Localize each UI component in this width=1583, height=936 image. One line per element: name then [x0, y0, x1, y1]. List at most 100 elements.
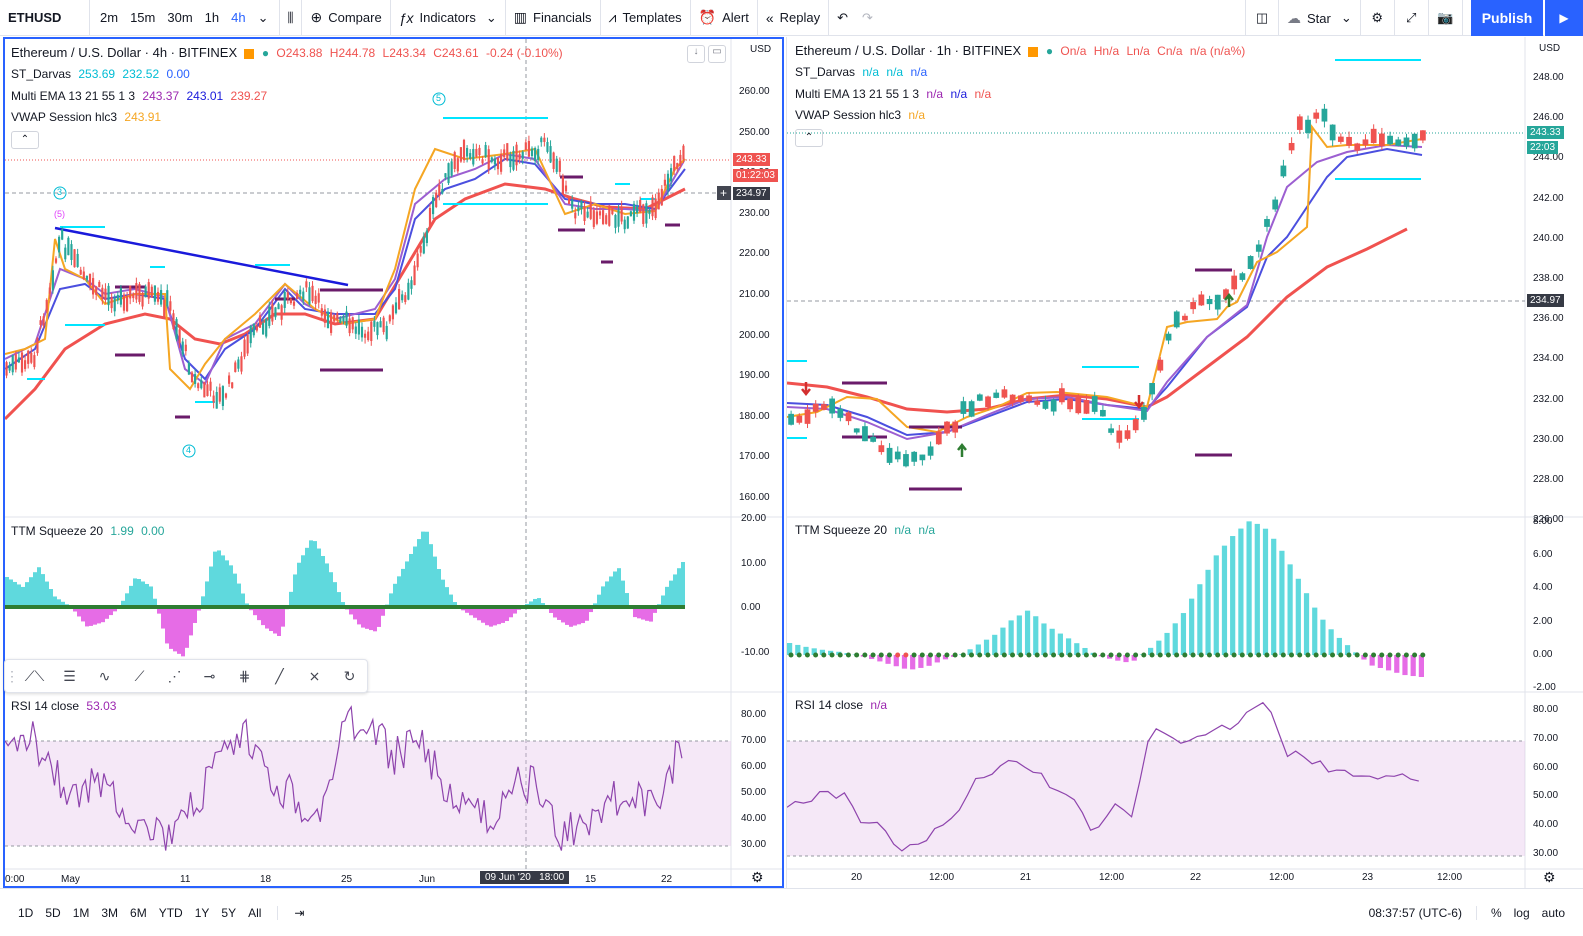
cycle-icon[interactable]: ↻	[332, 668, 367, 685]
compare-button[interactable]: ⊕Compare	[302, 0, 390, 36]
clock-timezone[interactable]: 08:37:57 (UTC-6)	[1363, 906, 1477, 920]
undo-icon[interactable]: ↶	[837, 10, 848, 26]
left-rsi-legend[interactable]: RSI 14 close 53.03	[11, 699, 120, 713]
percent-scale-button[interactable]: %	[1477, 906, 1508, 920]
histogram-bar	[377, 607, 381, 627]
redo-icon[interactable]: ↷	[862, 10, 873, 26]
candle-body	[256, 327, 258, 331]
flag-icon[interactable]	[244, 49, 254, 59]
log-scale-button[interactable]: log	[1508, 906, 1536, 920]
histogram-bar	[497, 607, 501, 624]
histogram-bar	[85, 607, 89, 626]
layout-button[interactable]: ◫	[1245, 0, 1279, 36]
crosshair-price-tag: 234.97	[733, 187, 770, 200]
range-1m-button[interactable]: 1M	[67, 906, 96, 920]
timeframe-1h[interactable]: 1h	[199, 10, 225, 25]
chart-settings-gear-icon[interactable]: ⚙	[751, 869, 764, 886]
candle-body	[673, 156, 675, 171]
flag-icon[interactable]	[1028, 47, 1038, 57]
histogram-bar	[617, 568, 621, 607]
trend-line-icon[interactable]: ⟋	[122, 668, 157, 685]
replay-button[interactable]: «Replay	[758, 0, 829, 36]
chart-type-button[interactable]: ⫼	[280, 0, 303, 36]
trend-line[interactable]	[55, 228, 348, 285]
candle-body	[225, 393, 227, 397]
histogram-bar	[49, 589, 53, 607]
timeframe-15m[interactable]: 15m	[124, 10, 161, 25]
ray-icon[interactable]: ╱	[262, 668, 297, 685]
range-6m-button[interactable]: 6M	[124, 906, 153, 920]
layout-icon: ◫	[1256, 10, 1268, 26]
lines-icon[interactable]: ☰	[52, 668, 87, 685]
ttm-tick-label: 6.00	[1533, 549, 1552, 560]
right-vwap-legend[interactable]: VWAP Session hlc3 n/a	[795, 108, 929, 122]
right-ttm-legend[interactable]: TTM Squeeze 20 n/a n/a	[795, 523, 939, 537]
alert-button[interactable]: ⏰Alert	[691, 0, 758, 36]
left-chart-pane[interactable]: + 3 (5) 5 4 Ethereum / U.S. Dollar · 4h …	[3, 37, 784, 888]
goto-date-icon[interactable]: ⇥	[277, 906, 310, 920]
star-layout-button[interactable]: ☁Star⌄	[1279, 0, 1361, 36]
squeeze-dot	[1322, 653, 1327, 658]
left-darvas-legend[interactable]: ST_Darvas 253.69 232.52 0.00	[11, 67, 194, 81]
left-chart-svg: +	[5, 39, 782, 886]
histogram-bar	[493, 607, 497, 625]
play-button[interactable]: ▶	[1544, 0, 1583, 36]
right-main-legend[interactable]: Ethereum / U.S. Dollar · 1h · BITFINEX ●…	[795, 43, 1249, 58]
bar-countdown-tag: 01:22:03	[733, 169, 778, 182]
timeframe-4h[interactable]: 4h	[225, 10, 251, 25]
timeframe-2m[interactable]: 2m	[94, 10, 124, 25]
right-rsi-legend[interactable]: RSI 14 close n/a	[795, 698, 891, 712]
publish-button[interactable]: Publish	[1471, 0, 1543, 36]
snapshot-button[interactable]: 📷	[1429, 0, 1463, 36]
fib-fan-icon[interactable]: ⋰	[157, 668, 192, 685]
collapse-legend-button[interactable]: ⌃	[11, 131, 39, 149]
candle-body	[179, 329, 181, 343]
elliott-wave-icon[interactable]: ∿	[87, 668, 122, 685]
settings-button[interactable]: ⚙	[1361, 0, 1395, 36]
right-chart-pane[interactable]: Ethereum / U.S. Dollar · 1h · BITFINEX ●…	[786, 37, 1583, 888]
left-ttm-legend[interactable]: TTM Squeeze 20 1.99 0.00	[11, 524, 168, 538]
candle-body	[1338, 137, 1344, 142]
scroll-down-button[interactable]: ↓	[687, 45, 705, 63]
financials-button[interactable]: ▥Financials	[506, 0, 601, 36]
histogram-bar	[141, 581, 145, 607]
auto-scale-button[interactable]: auto	[1536, 906, 1571, 920]
candle-body	[398, 289, 400, 309]
symbol-search[interactable]: ETHUSD	[0, 0, 90, 36]
candle-body	[655, 199, 657, 218]
right-darvas-legend[interactable]: ST_Darvas n/a n/a n/a	[795, 65, 931, 79]
left-vwap-legend[interactable]: VWAP Session hlc3 243.91	[11, 110, 165, 124]
range-3m-button[interactable]: 3M	[95, 906, 124, 920]
maximize-button[interactable]: ▭	[708, 45, 726, 63]
histogram-bar	[229, 565, 233, 607]
candle-body	[1354, 143, 1360, 150]
templates-icon: ⩘	[609, 9, 617, 26]
histogram-bar	[1320, 620, 1325, 655]
range-5y-button[interactable]: 5Y	[215, 906, 242, 920]
range-5d-button[interactable]: 5D	[39, 906, 66, 920]
right-ema-legend[interactable]: Multi EMA 13 21 55 1 3 n/a n/a n/a	[795, 87, 995, 101]
chart-settings-gear-icon[interactable]: ⚙	[1543, 869, 1556, 886]
range-all-button[interactable]: All	[242, 906, 267, 920]
range-1d-button[interactable]: 1D	[12, 906, 39, 920]
left-main-legend[interactable]: Ethereum / U.S. Dollar · 4h · BITFINEX ●…	[11, 45, 567, 60]
histogram-bar	[137, 579, 141, 607]
horizontal-ray-icon[interactable]: ⊸	[192, 668, 227, 685]
histogram-bar	[21, 587, 25, 607]
candle-body	[287, 292, 289, 298]
drag-handle-icon[interactable]: ⋮	[5, 668, 17, 685]
timeframe-30m[interactable]: 30m	[161, 10, 198, 25]
price-tick-label: 248.00	[1533, 72, 1564, 83]
fullscreen-button[interactable]: ⤢	[1395, 0, 1429, 36]
range-1y-button[interactable]: 1Y	[189, 906, 216, 920]
range-ytd-button[interactable]: YTD	[153, 906, 189, 920]
collapse-legend-button[interactable]: ⌃	[795, 129, 823, 147]
xabcd-pattern-icon[interactable]: ⨯	[297, 668, 332, 685]
templates-button[interactable]: ⩘Templates	[601, 0, 691, 36]
left-ema-legend[interactable]: Multi EMA 13 21 55 1 3 243.37 243.01 239…	[11, 89, 271, 103]
abc-pattern-icon[interactable]: ⟋⟍	[17, 668, 52, 685]
indicator-name: ST_Darvas	[795, 65, 855, 79]
long-position-icon[interactable]: ⋕	[227, 668, 262, 685]
chevron-down-icon[interactable]: ⌄	[252, 10, 275, 26]
